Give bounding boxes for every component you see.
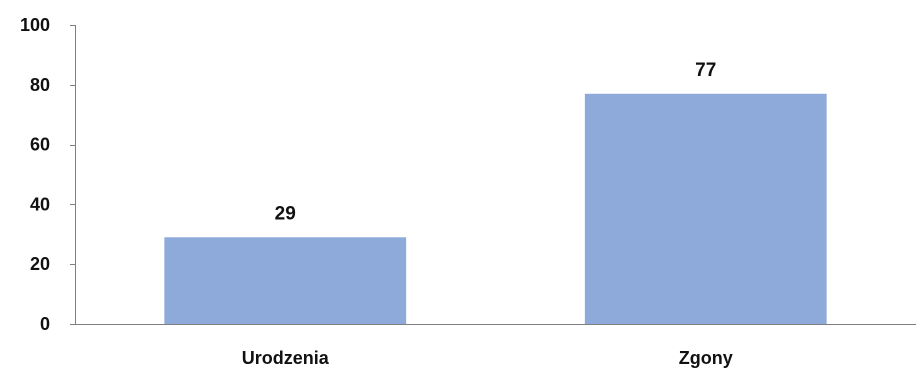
y-tick-label: 20 [30,254,50,274]
y-axis: 0 20 40 60 80 100 [20,15,76,334]
data-label: 29 [275,203,296,224]
y-tick-label: 100 [20,15,50,35]
y-tick-label: 40 [30,194,50,214]
bar-zgony [584,93,827,325]
y-tick-label: 60 [30,135,50,155]
x-category-label: Zgony [679,348,733,368]
y-tick-label: 80 [30,75,50,95]
bars [164,93,827,325]
category-labels: Urodzenia Zgony [242,348,733,368]
bar-urodzenia [164,237,407,324]
data-label: 77 [695,60,716,81]
x-category-label: Urodzenia [242,348,330,368]
y-tick-label: 0 [40,314,50,334]
data-labels: 29 77 [275,60,717,225]
